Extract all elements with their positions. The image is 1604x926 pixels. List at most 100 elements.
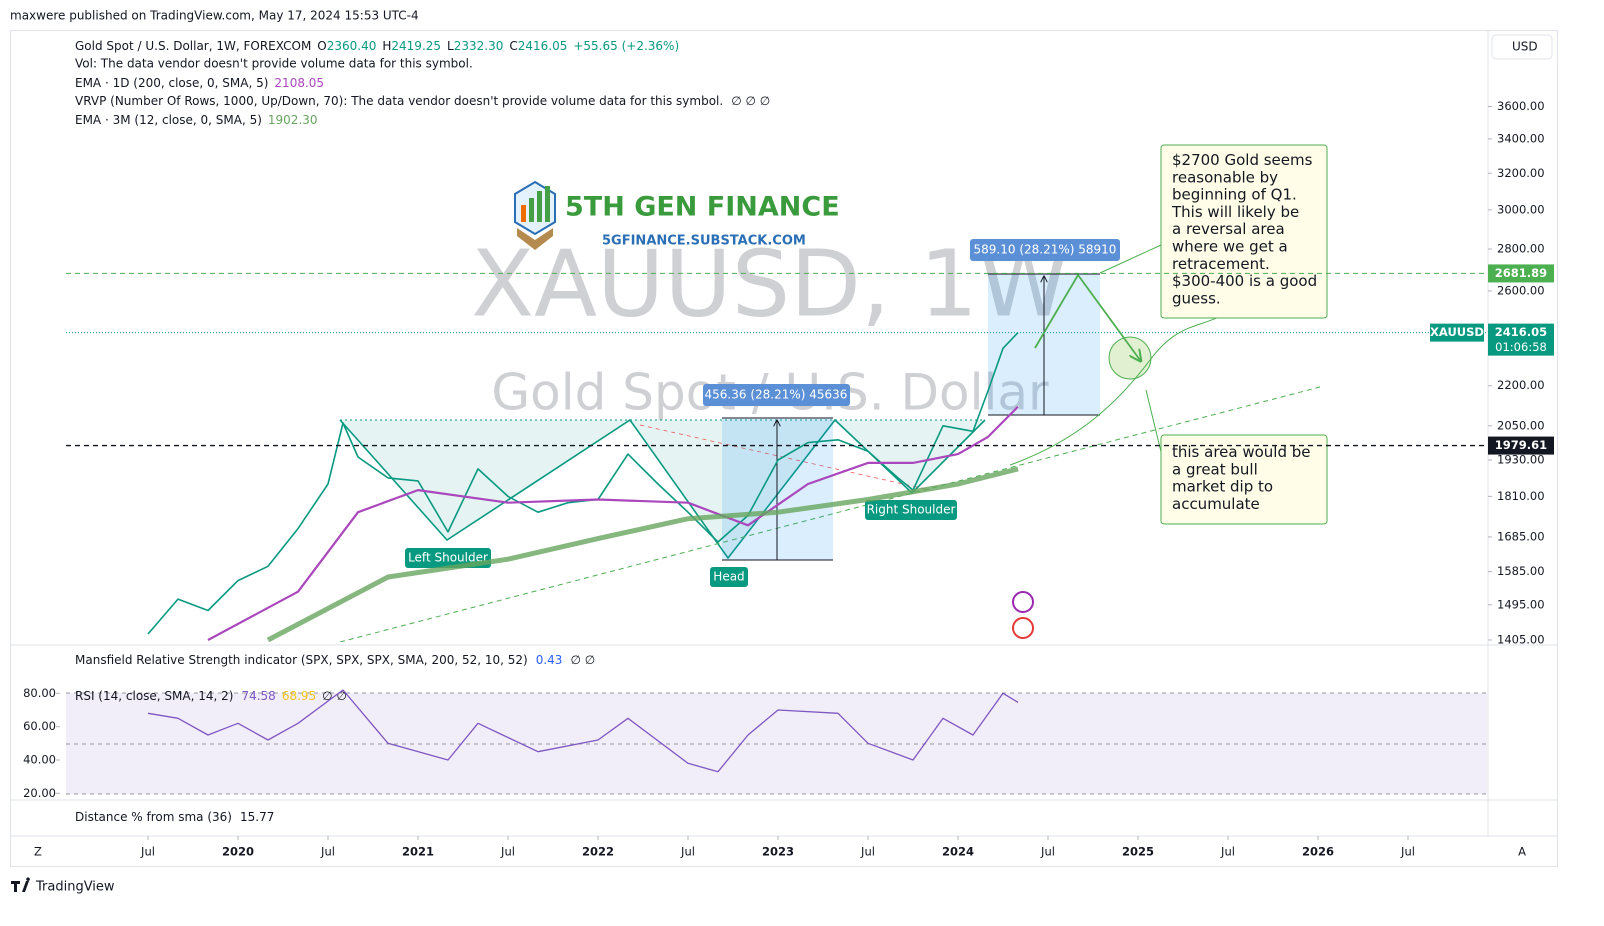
y-tick-label: 2800.00 <box>1497 241 1545 255</box>
ohlc-value: 2360.40 <box>327 39 377 53</box>
indicator-value: 68.95 <box>282 689 316 703</box>
pattern-fill <box>835 420 985 493</box>
ohlc-key: H <box>382 39 391 53</box>
x-tick-label: 2022 <box>582 845 614 859</box>
watermark-symbol: XAUUSD, 1W <box>471 230 1069 337</box>
x-tick-label: Jul <box>1040 845 1055 859</box>
x-tick-label: 2026 <box>1302 845 1334 859</box>
y-tick-label: 60.00 <box>23 719 56 733</box>
symbol-tag-box <box>1430 323 1484 342</box>
logo-base <box>517 228 553 250</box>
y-tick-label: 1405.00 <box>1497 632 1545 646</box>
indicator-icons: ∅ ∅ <box>570 653 595 667</box>
y-tick-label: 2200.00 <box>1497 378 1545 392</box>
callout-line: this area would be <box>1172 443 1311 461</box>
legend-icons: ∅ ∅ ∅ <box>731 94 770 108</box>
callout-line: reasonable by <box>1172 168 1278 186</box>
logo-url: 5GFINANCE.SUBSTACK.COM <box>602 234 806 249</box>
trend-line <box>339 386 1321 642</box>
x-tick-label: 2020 <box>222 845 254 859</box>
callout-line: market dip to <box>1172 477 1273 495</box>
logo-bar <box>537 191 542 222</box>
x-tick-label: Jul <box>1220 845 1235 859</box>
y-tick-label: 3200.00 <box>1497 166 1545 180</box>
measure-label-box <box>703 384 850 406</box>
auto-button[interactable]: A <box>1518 845 1526 859</box>
indicator-legend: RSI (14, close, SMA, 14, 2) 74.58 68.95 ∅ ∅ <box>75 689 347 703</box>
event-icon[interactable] <box>1012 591 1034 613</box>
price-label-box <box>1488 436 1554 455</box>
legend-line: EMA · 1D (200, close, 0, SMA, 5) 2108.05 <box>75 76 324 90</box>
logo-name: 5TH GEN FINANCE <box>565 192 840 223</box>
brand-logo <box>11 877 30 892</box>
callout-text: this area would be a great bull market dip… <box>1172 443 1311 513</box>
y-tick-label: 80.00 <box>23 686 56 700</box>
callout-line: retracement. <box>1172 254 1270 272</box>
rsi-line <box>147 689 1019 773</box>
x-tick-label: 2025 <box>1122 845 1154 859</box>
pattern-fill <box>630 420 835 558</box>
measure-label: 589.10 (28.21%) 58910 <box>974 243 1117 257</box>
callout-box <box>1160 144 1328 319</box>
ohlc-key: C <box>509 39 517 53</box>
countdown: 01:06:58 <box>1495 340 1547 354</box>
ema-3m-line <box>266 466 1019 642</box>
callout-line: $2700 Gold seems <box>1172 151 1313 169</box>
x-tick-label: Jul <box>1400 845 1415 859</box>
y-tick-label: 1495.00 <box>1497 597 1545 611</box>
x-tick-label: Jul <box>320 845 335 859</box>
x-tick-label: Jul <box>680 845 695 859</box>
x-tick-label: 2024 <box>942 845 974 859</box>
indicator-value: 15.77 <box>240 810 274 824</box>
callout-line: accumulate <box>1172 494 1260 512</box>
price-label: 1979.61 <box>1495 438 1547 452</box>
projection-line <box>1034 273 1140 360</box>
projection-curve <box>1009 309 1233 466</box>
price-label-box <box>1488 323 1554 356</box>
x-tick-label: Jul <box>500 845 515 859</box>
indicator-name: Distance % from sma (36) <box>75 810 232 824</box>
x-tick-label: 2023 <box>762 845 794 859</box>
x-tick-label: Jul <box>860 845 875 859</box>
callout-line: a great bull <box>1172 460 1258 478</box>
ohlc-key: O <box>317 39 326 53</box>
indicator-name: RSI (14, close, SMA, 14, 2) <box>75 689 233 703</box>
zoom-button[interactable]: Z <box>34 845 42 859</box>
indicator-value: 0.43 <box>536 653 563 667</box>
pattern-label: Right Shoulder <box>867 503 956 517</box>
callout-line: where we get a <box>1172 237 1288 255</box>
y-tick-label: 3000.00 <box>1497 202 1545 216</box>
callout-box <box>1160 434 1328 525</box>
pattern-label: Left Shoulder <box>408 551 488 565</box>
legend-value: 1902.30 <box>268 113 318 127</box>
y-tick-label: 2600.00 <box>1497 284 1545 298</box>
legend-name: EMA · 3M (12, close, 0, SMA, 5) <box>75 113 262 127</box>
legend-name: EMA · 1D (200, close, 0, SMA, 5) <box>75 76 268 90</box>
price-label: 2681.89 <box>1495 266 1547 280</box>
legend-name: VRVP (Number Of Rows, 1000, Up/Down, 70)… <box>75 94 723 108</box>
ohlc-value: 2419.25 <box>391 39 441 53</box>
price-label: 2416.05 <box>1495 325 1547 339</box>
pattern-label: Head <box>713 570 744 584</box>
target-circle <box>1108 336 1152 380</box>
logo-bar <box>545 186 550 222</box>
currency-button[interactable] <box>1491 34 1553 60</box>
event-icon[interactable] <box>1012 617 1034 639</box>
indicator-legend: Distance % from sma (36) 15.77 <box>75 810 274 824</box>
measure-label-box <box>970 239 1120 261</box>
legend-line: Vol: The data vendor doesn't provide vol… <box>75 57 473 71</box>
ohlc-value: 2416.05 <box>518 39 568 53</box>
pattern-label-box <box>710 567 748 587</box>
callout-line: a reversal area <box>1172 220 1285 238</box>
y-tick-label: 3400.00 <box>1497 131 1545 145</box>
legend-line: EMA · 3M (12, close, 0, SMA, 5) 1902.30 <box>75 113 318 127</box>
callout-line: guess. <box>1172 289 1221 307</box>
y-tick-label: 1930.00 <box>1497 452 1545 466</box>
measure-label: 456.36 (28.21%) 45636 <box>705 388 848 402</box>
change-value: +55.65 (+2.36%) <box>573 39 679 53</box>
symbol-tag: XAUUSD <box>1430 325 1484 339</box>
y-tick-label: 1810.00 <box>1497 489 1545 503</box>
callout-line: This will likely be <box>1171 202 1299 220</box>
pattern-label-box <box>865 500 957 520</box>
